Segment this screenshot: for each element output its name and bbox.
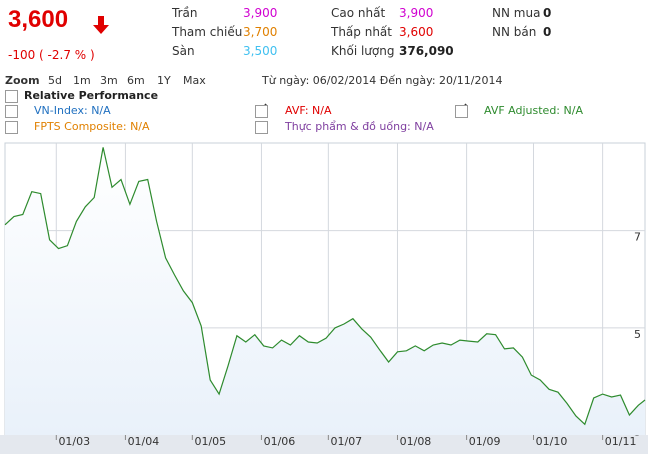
zoom-option[interactable]: 5d xyxy=(48,74,62,87)
checkbox[interactable] xyxy=(455,105,468,118)
price-change: -100 ( -2.7 % ) xyxy=(8,48,95,62)
zoom-option[interactable]: 1Y xyxy=(157,74,171,87)
x-tick-label: 01/06 xyxy=(264,435,296,448)
legend-label[interactable]: Relative Performance xyxy=(24,89,159,102)
x-tick-label: 01/11 xyxy=(605,435,637,448)
stat-value: 3,700 xyxy=(243,25,278,39)
stat-label: Khối lượng xyxy=(331,44,395,58)
legend-label[interactable]: VN-Index: N/A xyxy=(34,104,111,117)
stat-label: NN mua xyxy=(492,6,541,20)
stat-value: 0 xyxy=(543,25,552,39)
x-tick-label: 01/03 xyxy=(58,435,90,448)
x-tick-label: 01/10 xyxy=(536,435,568,448)
date-range: Từ ngày: 06/02/2014 Đến ngày: 20/11/2014 xyxy=(262,74,503,87)
x-tick-label: 01/04 xyxy=(128,435,160,448)
checkbox[interactable] xyxy=(5,90,18,103)
stat-label: Sàn xyxy=(172,44,195,58)
stat-label: Trần xyxy=(172,6,198,20)
zoom-option[interactable]: Max xyxy=(183,74,206,87)
checkbox[interactable] xyxy=(255,121,268,134)
line xyxy=(4,147,646,426)
stat-value: 376,090 xyxy=(399,44,454,58)
stat-value: 3,900 xyxy=(399,6,434,20)
checkbox[interactable] xyxy=(255,105,268,118)
checkbox[interactable] xyxy=(5,105,18,118)
down-arrow xyxy=(93,16,109,34)
y-tick-label: 5 xyxy=(634,328,641,341)
zoom-label: Zoom xyxy=(5,74,40,87)
stat-value: 0 xyxy=(543,6,552,20)
x-tick-label: 01/05 xyxy=(194,435,226,448)
legend-label[interactable]: FPTS Composite: N/A xyxy=(34,120,150,133)
checkbox[interactable] xyxy=(5,121,18,134)
stat-value: 3,500 xyxy=(243,44,278,58)
x-tick-label: 01/09 xyxy=(469,435,501,448)
legend-label[interactable]: AVF Adjusted: N/A xyxy=(484,104,583,117)
stat-value: 3,900 xyxy=(243,6,278,20)
x-tick-label: 01/07 xyxy=(330,435,362,448)
zoom-option[interactable]: 3m xyxy=(100,74,118,87)
stat-label: Cao nhất xyxy=(331,6,386,20)
area xyxy=(5,147,645,435)
x-tick-label: 01/08 xyxy=(400,435,432,448)
y-tick-label: 7 xyxy=(634,231,641,244)
zoom-option[interactable]: 6m xyxy=(127,74,145,87)
legend-label[interactable]: Thực phẩm & đồ uống: N/A xyxy=(285,120,434,133)
stat-label: NN bán xyxy=(492,25,537,39)
x-axis-strip xyxy=(0,435,648,454)
stat-value: 3,600 xyxy=(399,25,434,39)
price: 3,600 xyxy=(8,6,69,33)
stat-label: Thấp nhất xyxy=(331,25,392,39)
zoom-option[interactable]: 1m xyxy=(73,74,91,87)
legend-label[interactable]: AVF: N/A xyxy=(285,104,332,117)
stat-label: Tham chiếu xyxy=(172,25,243,39)
